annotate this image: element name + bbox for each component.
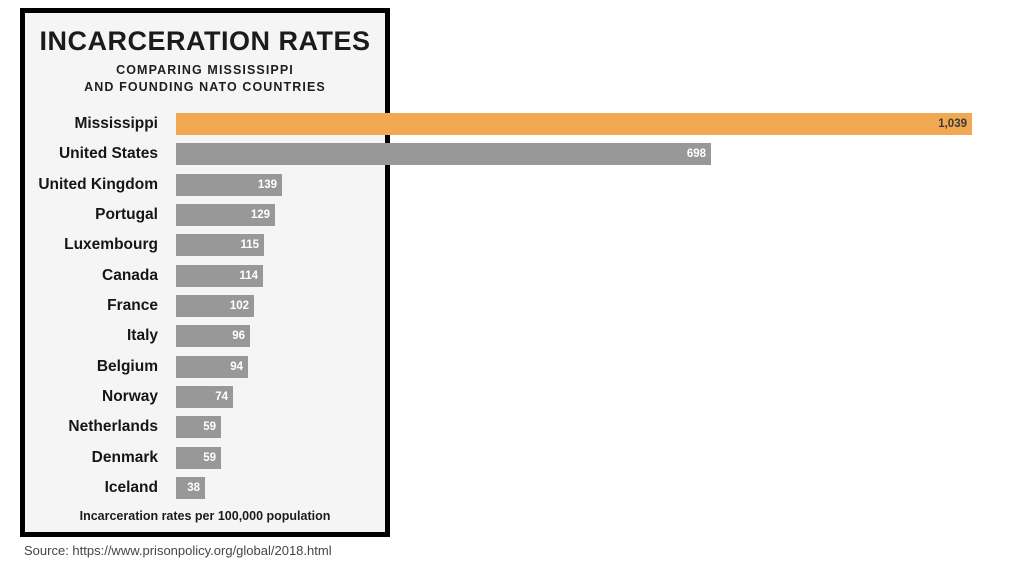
bar: 96 [176, 325, 250, 348]
category-label: Iceland [104, 479, 158, 497]
bar: 139 [176, 173, 282, 196]
bar-row: Iceland 38 [25, 473, 972, 503]
chart-subtitle-line1: COMPARING MISSISSIPPI [116, 63, 294, 77]
category-label: Norway [102, 388, 158, 406]
value-label: 698 [686, 148, 706, 161]
value-label: 114 [239, 269, 258, 282]
category-label: Italy [126, 327, 158, 345]
bar-chart: Mississippi 1,039 United States 698 United K… [25, 109, 972, 503]
value-label: 115 [240, 239, 259, 252]
source-text: Source: https://www.prisonpolicy.org/glo… [24, 543, 332, 558]
bar-row: Norway 74 [25, 382, 972, 412]
chart-title: INCARCERATION RATES [39, 26, 371, 56]
value-label: 59 [203, 421, 216, 434]
bar-row: United States 698 [25, 139, 972, 169]
bar-row: Portugal 129 [25, 200, 972, 230]
chart-subtitle-line2: AND FOUNDING NATO COUNTRIES [84, 79, 326, 94]
category-label: France [107, 297, 158, 315]
category-label: United Kingdom [38, 175, 158, 193]
chart-subtitle: COMPARING MISSISSIPPI AND FOUNDING NATO … [25, 62, 385, 96]
bar-highlight: 1,039 [176, 113, 972, 136]
category-label: Canada [102, 266, 158, 284]
bar-row: Netherlands 59 [25, 412, 972, 442]
value-label: 38 [187, 482, 200, 495]
axis-caption: Incarceration rates per 100,000 populati… [79, 509, 331, 523]
bar-row: Italy 96 [25, 321, 972, 351]
bar: 129 [176, 204, 275, 227]
bar: 59 [176, 416, 221, 439]
bar: 59 [176, 446, 221, 469]
value-label: 139 [257, 178, 277, 191]
value-label: 96 [232, 330, 245, 343]
category-label: United States [58, 145, 158, 163]
value-label: 74 [215, 391, 228, 404]
bar-row: Canada 114 [25, 261, 972, 291]
bar: 114 [176, 264, 263, 287]
bar: 102 [176, 295, 254, 318]
value-label: 94 [230, 360, 243, 373]
bar: 94 [176, 355, 248, 378]
category-label: Belgium [96, 357, 158, 375]
value-label: 1,039 [938, 118, 967, 131]
bar: 698 [176, 143, 711, 166]
category-label: Denmark [91, 448, 158, 466]
category-label: Luxembourg [64, 236, 158, 254]
bar-row: France 102 [25, 291, 972, 321]
bar-row: United Kingdom 139 [25, 170, 972, 200]
bar-row: Denmark 59 [25, 443, 972, 473]
bar: 38 [176, 477, 205, 500]
bar-row: Mississippi 1,039 [25, 109, 972, 139]
category-label: Netherlands [68, 418, 158, 436]
value-label: 59 [203, 451, 216, 464]
value-label: 102 [229, 300, 249, 313]
bar: 74 [176, 386, 233, 409]
category-label: Mississippi [74, 115, 158, 133]
bar-row: Luxembourg 115 [25, 230, 972, 260]
category-label: Portugal [95, 206, 158, 224]
bar: 115 [176, 234, 264, 257]
value-label: 129 [250, 209, 270, 222]
bar-row: Belgium 94 [25, 352, 972, 382]
